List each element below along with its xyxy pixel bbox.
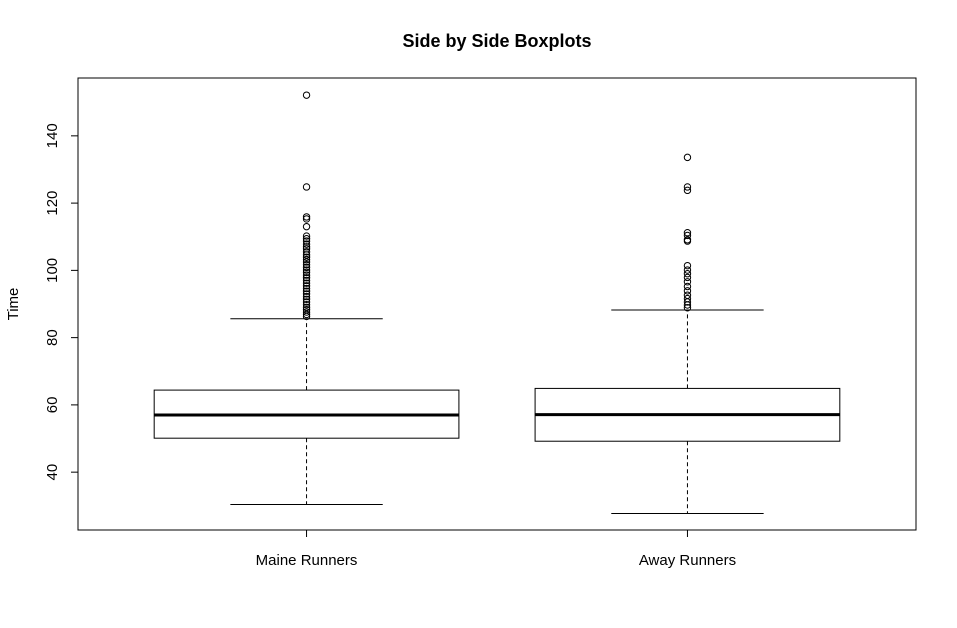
outlier-point: [683, 282, 692, 291]
outlier-point: [302, 253, 311, 261]
outlier-point: [302, 237, 311, 245]
outlier-point: [302, 260, 311, 269]
outlier-point: [683, 287, 692, 295]
x-axis: Maine Runners Away Runners: [256, 530, 736, 569]
outlier-point: [683, 183, 692, 191]
outlier-point: [302, 310, 311, 319]
outlier-point: [683, 270, 692, 278]
outlier-point: [302, 292, 311, 301]
boxes-group: [153, 91, 841, 515]
box-1: [153, 91, 460, 505]
plot-frame: [77, 77, 917, 531]
y-axis: 40 60 80 100 120 140: [44, 123, 79, 481]
outlier-point: [302, 295, 311, 303]
outlier-point: [302, 287, 311, 295]
outlier-point: [302, 232, 311, 240]
outlier-point: [683, 229, 692, 237]
y-tick-label: 60: [44, 397, 61, 414]
box-2: [534, 153, 841, 515]
outlier-point: [302, 222, 311, 231]
outlier-point: [302, 271, 311, 279]
outlier-point: [302, 276, 311, 285]
outlier-point: [302, 279, 311, 287]
outlier-point: [683, 303, 692, 312]
outlier-point: [302, 298, 311, 306]
outlier-point: [683, 153, 692, 162]
outlier-point: [302, 255, 311, 264]
outlier-point: [683, 261, 692, 270]
outlier-point: [302, 215, 311, 223]
y-tick-label: 140: [44, 123, 61, 148]
outlier-point: [302, 263, 311, 272]
outlier-point: [302, 308, 311, 316]
outlier-point: [302, 274, 311, 282]
outlier-point: [302, 300, 311, 309]
y-tick-label: 120: [44, 191, 61, 216]
x-tick-label: Away Runners: [639, 552, 736, 569]
outlier-point: [302, 235, 311, 243]
y-tick-label: 100: [44, 258, 61, 283]
outlier-point: [683, 301, 692, 309]
outlier-point: [302, 248, 311, 256]
chart-title: Side by Side Boxplots: [402, 31, 591, 51]
outlier-point: [302, 258, 311, 266]
outlier-point: [302, 303, 311, 312]
outlier-point: [302, 91, 311, 99]
outlier-point: [683, 186, 692, 195]
outlier-point: [683, 266, 692, 274]
outlier-point: [302, 251, 311, 259]
outlier-point: [302, 183, 311, 191]
outlier-point: [683, 273, 692, 282]
outlier-point: [302, 266, 311, 274]
outlier-point: [302, 243, 311, 251]
outlier-point: [302, 290, 311, 298]
outlier-point: [302, 282, 311, 290]
y-tick-label: 80: [44, 329, 61, 346]
y-axis-label: Time: [5, 288, 22, 321]
outlier-point: [302, 312, 311, 321]
outlier-point: [302, 240, 311, 248]
outlier-point: [683, 298, 692, 306]
y-tick-label: 40: [44, 464, 61, 481]
outlier-point: [302, 284, 311, 293]
outlier-point: [302, 213, 311, 221]
outlier-point: [683, 278, 692, 286]
outlier-point: [683, 237, 692, 245]
outlier-point: [683, 231, 692, 240]
x-tick-label: Maine Runners: [256, 552, 358, 569]
outlier-point: [302, 268, 311, 277]
